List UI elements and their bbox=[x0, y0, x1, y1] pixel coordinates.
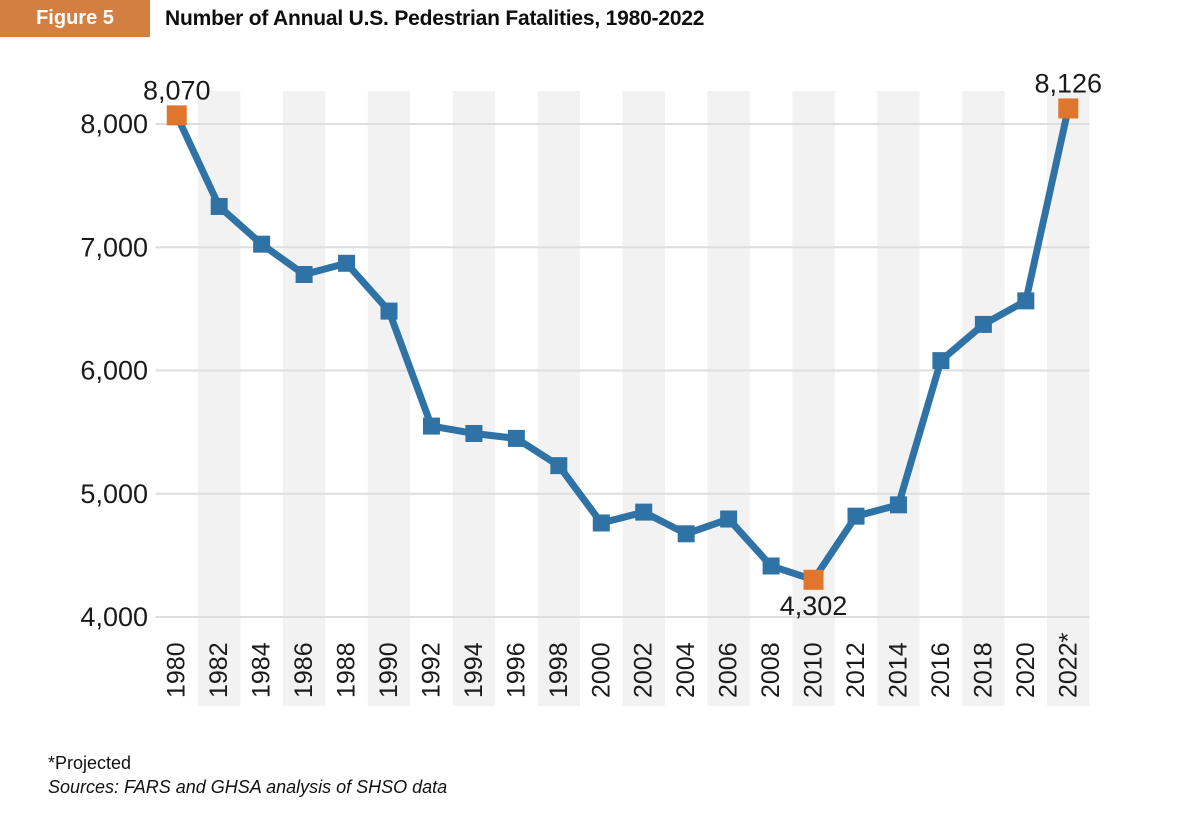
x-tick-label-2022: 2022* bbox=[1054, 632, 1082, 698]
x-tick-label-1988: 1988 bbox=[333, 642, 361, 698]
x-tick-label-2014: 2014 bbox=[884, 642, 912, 698]
x-tick-label-2010: 2010 bbox=[800, 642, 828, 698]
x-tick-label-1982: 1982 bbox=[205, 642, 233, 698]
data-point-2006 bbox=[720, 510, 738, 528]
bg-stripe-1990 bbox=[367, 91, 411, 706]
data-point-1986 bbox=[295, 265, 313, 283]
data-point-2018 bbox=[974, 315, 992, 333]
data-point-1980 bbox=[166, 105, 187, 126]
data-point-2020 bbox=[1017, 292, 1035, 310]
x-tick-label-1980: 1980 bbox=[163, 642, 191, 698]
y-tick-label-5000: 5,000 bbox=[80, 479, 148, 509]
data-point-1996 bbox=[507, 429, 525, 447]
x-tick-label-2006: 2006 bbox=[715, 642, 743, 698]
y-tick-label-7000: 7,000 bbox=[80, 232, 148, 262]
y-tick-label-8000: 8,000 bbox=[80, 109, 148, 139]
data-point-1982 bbox=[210, 197, 228, 215]
data-point-2010 bbox=[803, 569, 824, 590]
x-tick-label-1990: 1990 bbox=[375, 642, 403, 698]
annotation-2010: 4,302 bbox=[780, 591, 848, 621]
bg-stripe-2006 bbox=[707, 91, 750, 706]
data-point-1988 bbox=[338, 254, 356, 272]
pedestrian-fatalities-line-chart: 4,000 5,000 6,000 7,000 8,000 1980 1982 1984 198… bbox=[80, 68, 1102, 706]
figure-footer: *Projected Sources: FARS and GHSA analys… bbox=[48, 751, 447, 799]
y-tick-label-4000: 4,000 bbox=[80, 602, 148, 632]
data-point-2004 bbox=[677, 525, 695, 543]
trend-line bbox=[173, 104, 1072, 584]
x-tick-label-2008: 2008 bbox=[757, 642, 785, 698]
bg-stripe-2018 bbox=[962, 91, 1005, 706]
x-tick-label-1986: 1986 bbox=[290, 642, 318, 698]
bg-stripe-1994 bbox=[452, 91, 496, 706]
figure-number-badge: Figure 5 bbox=[0, 0, 150, 37]
figure-title: Number of Annual U.S. Pedestrian Fatalit… bbox=[165, 6, 705, 30]
annotation-1980: 8,070 bbox=[143, 75, 211, 105]
bg-stripe-2022 bbox=[1047, 91, 1090, 706]
data-point-2002 bbox=[635, 503, 653, 521]
data-point-2008 bbox=[762, 557, 780, 575]
data-point-2000 bbox=[592, 514, 610, 532]
x-tick-label-1998: 1998 bbox=[545, 642, 573, 698]
x-tick-label-2018: 2018 bbox=[969, 642, 997, 698]
data-point-1984 bbox=[253, 235, 271, 253]
data-point-2012 bbox=[847, 507, 865, 525]
x-tick-label-2016: 2016 bbox=[927, 642, 955, 698]
bg-stripe-1998 bbox=[537, 91, 581, 706]
bg-stripe-1982 bbox=[197, 91, 241, 706]
data-point-1992 bbox=[422, 417, 440, 435]
data-point-1998 bbox=[550, 457, 568, 475]
x-tick-label-1984: 1984 bbox=[248, 642, 276, 698]
bg-stripe-2014 bbox=[877, 91, 920, 706]
sources-note: Sources: FARS and GHSA analysis of SHSO … bbox=[48, 777, 448, 797]
x-tick-label-2002: 2002 bbox=[630, 642, 658, 698]
data-point-2022 bbox=[1058, 98, 1079, 119]
x-tick-label-1996: 1996 bbox=[502, 642, 530, 698]
data-point-2014 bbox=[889, 496, 907, 514]
y-tick-label-6000: 6,000 bbox=[80, 356, 148, 386]
bg-stripe-1986 bbox=[282, 91, 326, 706]
x-tick-label-2004: 2004 bbox=[672, 642, 700, 698]
bg-stripe-2010 bbox=[792, 91, 835, 706]
annotation-2022: 8,126 bbox=[1034, 68, 1102, 98]
data-point-1994 bbox=[465, 424, 483, 442]
x-tick-label-1992: 1992 bbox=[417, 642, 445, 698]
projected-footnote: *Projected bbox=[48, 753, 132, 773]
data-point-1990 bbox=[380, 302, 398, 320]
x-tick-label-1994: 1994 bbox=[460, 642, 488, 698]
bg-stripe-2002 bbox=[622, 91, 665, 706]
data-point-2016 bbox=[932, 352, 950, 370]
x-tick-label-2012: 2012 bbox=[842, 642, 870, 698]
x-tick-label-2000: 2000 bbox=[587, 642, 615, 698]
x-tick-label-2020: 2020 bbox=[1012, 642, 1040, 698]
